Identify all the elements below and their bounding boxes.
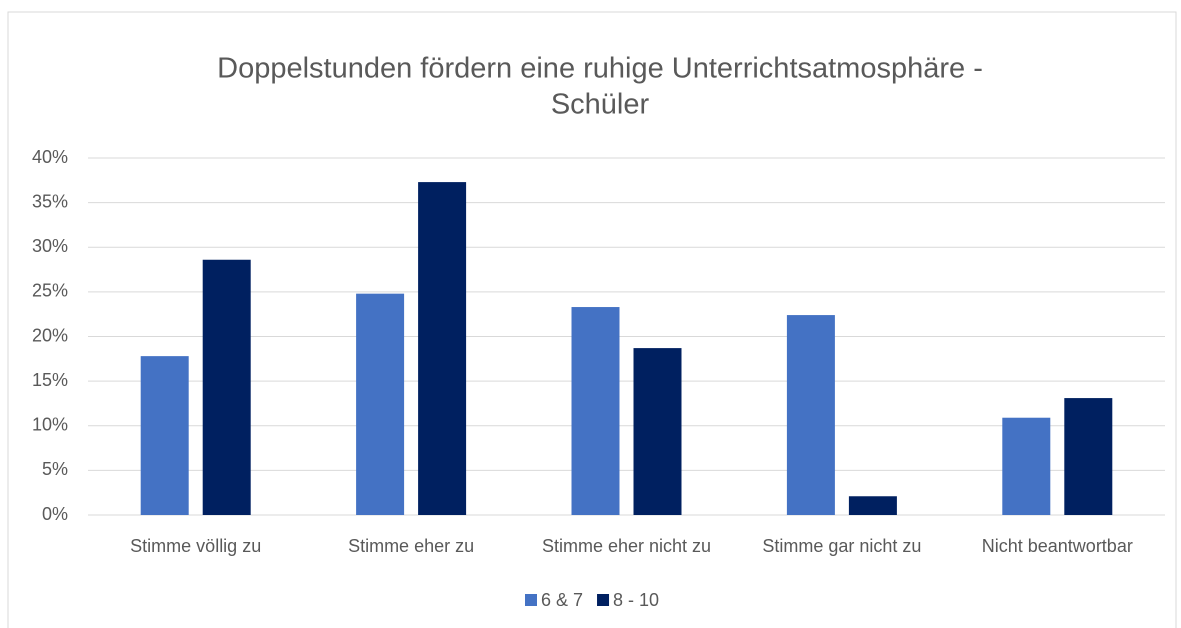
x-tick-label: Stimme eher zu <box>348 536 474 556</box>
chart-title: Schüler <box>551 89 650 121</box>
bar <box>1064 398 1113 515</box>
bar <box>848 496 897 515</box>
y-tick-label: 25% <box>32 281 68 301</box>
y-tick-label: 15% <box>32 370 68 390</box>
x-tick-label: Stimme gar nicht zu <box>762 536 921 556</box>
x-tick-label: Stimme eher nicht zu <box>542 536 711 556</box>
legend-label: 8 - 10 <box>613 590 659 610</box>
y-tick-label: 20% <box>32 325 68 345</box>
x-tick-label: Nicht beantwortbar <box>982 536 1133 556</box>
bar <box>356 293 405 515</box>
y-tick-label: 30% <box>32 236 68 256</box>
legend-swatch <box>525 594 537 606</box>
bar <box>202 259 251 515</box>
y-tick-label: 0% <box>42 504 68 524</box>
bar <box>633 348 682 515</box>
chart-title: Doppelstunden fördern eine ruhige Unterr… <box>217 53 983 85</box>
y-tick-label: 10% <box>32 415 68 435</box>
y-tick-label: 35% <box>32 191 68 211</box>
bar <box>140 356 189 515</box>
y-tick-label: 40% <box>32 147 68 167</box>
legend-label: 6 & 7 <box>541 590 583 610</box>
legend-swatch <box>597 594 610 606</box>
x-tick-label: Stimme völlig zu <box>130 536 261 556</box>
y-tick-label: 5% <box>42 459 68 479</box>
bar <box>418 182 467 515</box>
bar <box>1002 417 1051 515</box>
bar <box>786 315 835 515</box>
bar <box>571 307 620 515</box>
